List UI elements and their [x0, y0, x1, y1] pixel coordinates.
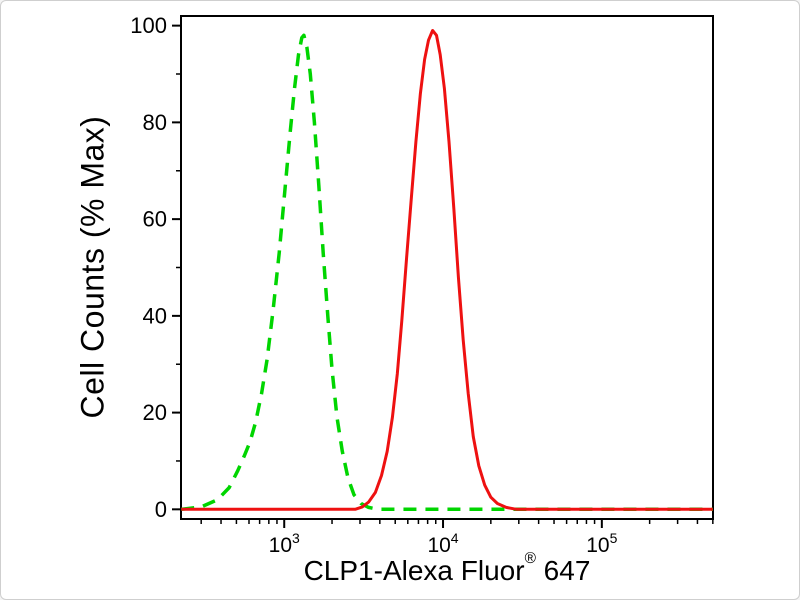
x-tick-label: 104	[427, 530, 458, 557]
control-curve	[181, 33, 713, 512]
registered-trademark-symbol: ®	[524, 549, 536, 567]
x-axis-title-suffix: 647	[535, 555, 591, 586]
y-tick-label: 20	[143, 400, 167, 425]
series-group	[181, 29, 713, 512]
y-tick-label: 0	[155, 497, 167, 522]
x-axis-ticks: 103 104 105	[200, 519, 714, 557]
y-tick-label: 100	[130, 13, 167, 38]
y-tick-label: 60	[143, 207, 167, 232]
y-axis-title: Cell Counts (% Max)	[74, 115, 111, 419]
stained-curve	[181, 29, 713, 511]
x-axis-title: CLP1-Alexa Fluor® 647	[181, 550, 713, 587]
plot-frame	[180, 15, 714, 520]
x-tick-label: 105	[586, 530, 617, 557]
x-axis-title-text: CLP1-Alexa Fluor	[303, 555, 525, 586]
y-tick-label: 40	[143, 303, 167, 328]
x-tick-label: 103	[269, 530, 300, 557]
y-axis-ticks: 0 20 40 60 80 100	[130, 13, 181, 522]
y-tick-label: 80	[143, 110, 167, 135]
